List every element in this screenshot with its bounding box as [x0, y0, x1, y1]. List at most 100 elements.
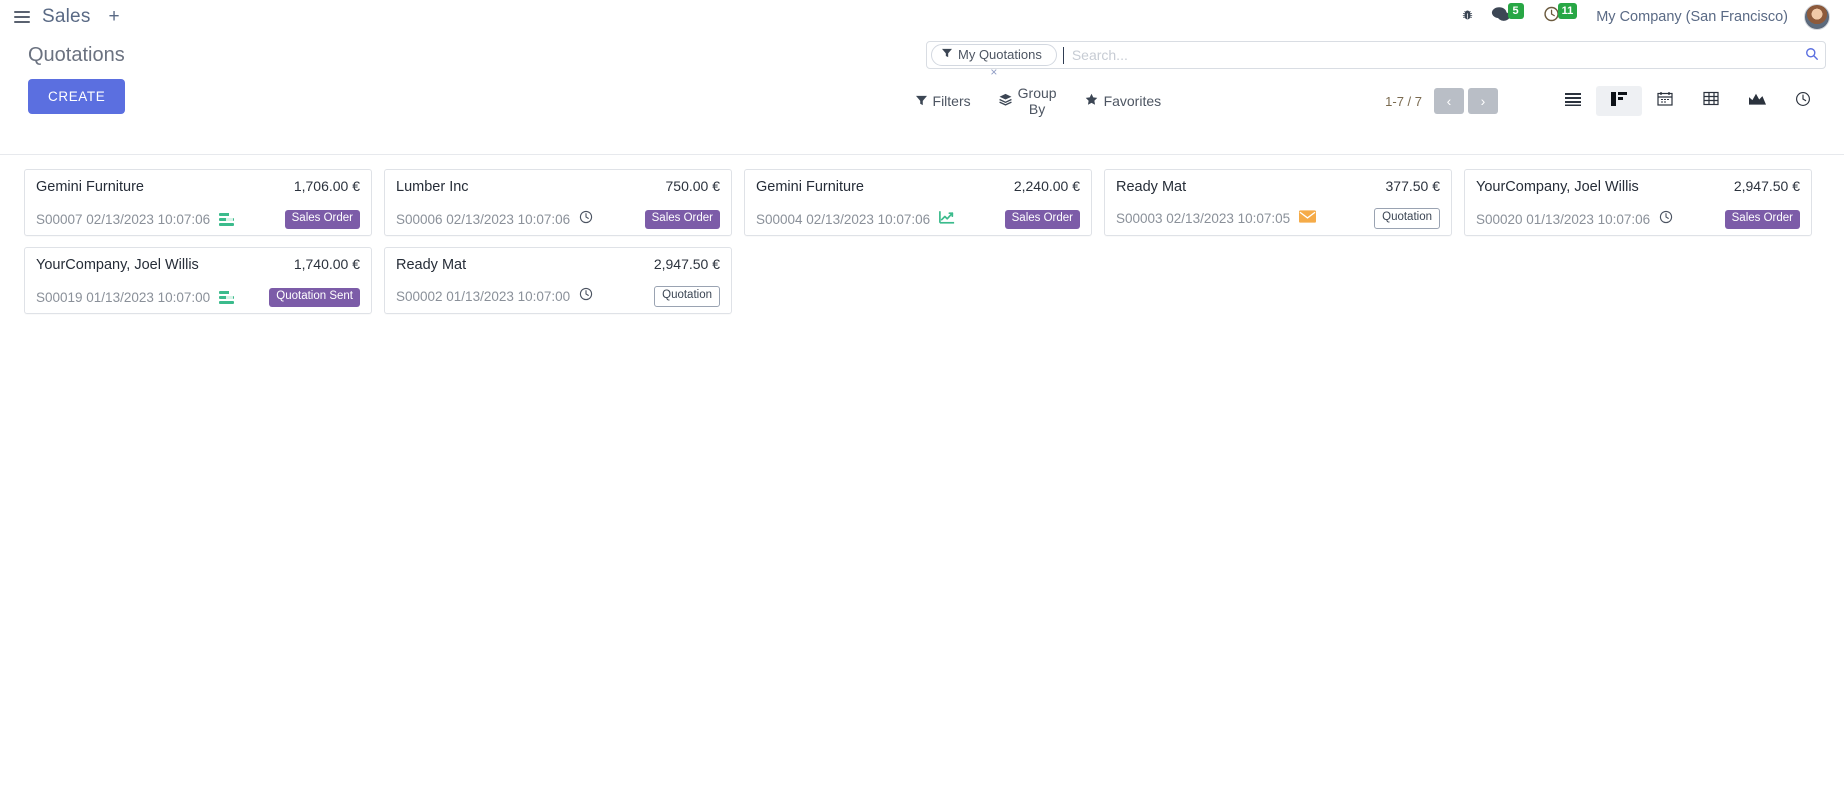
kanban-card-customer: YourCompany, Joel Willis: [36, 257, 199, 273]
page-title: Quotations: [28, 44, 125, 66]
kanban-card-reference: S00020 01/13/2023 10:07:06: [1476, 212, 1651, 227]
green-bars-icon: [219, 213, 235, 227]
messages-menu[interactable]: 5: [1491, 2, 1527, 28]
search-bar[interactable]: My Quotations ×: [926, 41, 1826, 79]
kanban-card-amount: 750.00 €: [665, 178, 721, 194]
messages-counter: 5: [1507, 2, 1524, 19]
calendar-icon: [1657, 91, 1673, 111]
orange-envelope-icon: [1299, 209, 1317, 228]
group-by-dropdown[interactable]: Group By: [985, 81, 1071, 121]
status-badge: Quotation Sent: [269, 288, 360, 307]
avatar[interactable]: [1804, 3, 1830, 30]
search-facet-my-quotations[interactable]: My Quotations ×: [931, 44, 1057, 79]
user-company-menu[interactable]: My Company (San Francisco): [1596, 8, 1788, 25]
kanban-card-customer: Ready Mat: [1116, 179, 1187, 195]
control-panel: Quotations CREATE My Quotations ×: [0, 33, 1844, 155]
kanban-card-reference: S00019 01/13/2023 10:07:00: [36, 290, 211, 306]
status-badge: Sales Order: [284, 210, 360, 229]
kanban-card[interactable]: Gemini Furniture 1,706.00 € S00007 02/13/2…: [24, 169, 372, 236]
kanban-card-header: Gemini Furniture 2,240.00 €: [756, 178, 1080, 195]
kanban-card-state-icon[interactable]: [579, 287, 593, 306]
view-button-graph[interactable]: [1734, 86, 1780, 116]
kanban-card[interactable]: Ready Mat 2,947.50 € S00002 01/13/2023 10:…: [384, 247, 732, 314]
app-brand-sales[interactable]: Sales: [42, 5, 91, 27]
green-line-chart-icon: [939, 210, 955, 229]
create-button[interactable]: CREATE: [28, 79, 126, 114]
kanban-card-amount: 377.50 €: [1385, 178, 1441, 194]
layers-icon: [998, 93, 1012, 109]
bug-icon[interactable]: [1460, 9, 1475, 24]
new-record-plus-icon[interactable]: +: [108, 6, 120, 27]
kanban-card-header: Lumber Inc 750.00 €: [396, 178, 720, 195]
kanban-card-state-icon[interactable]: [939, 210, 955, 229]
kanban-card-header: Ready Mat 2,947.50 €: [396, 256, 720, 273]
kanban-card[interactable]: Gemini Furniture 2,240.00 € S00004 02/13/2…: [744, 169, 1092, 236]
kanban-card-amount: 2,947.50 €: [653, 256, 720, 272]
status-badge: Sales Order: [644, 210, 720, 229]
view-button-activity[interactable]: [1780, 86, 1826, 116]
pager: 1-7 / 7 ‹ ›: [1385, 88, 1498, 114]
hamburger-icon[interactable]: [8, 4, 36, 30]
status-badge: Quotation: [654, 286, 720, 307]
kanban-card-header: YourCompany, Joel Willis 1,740.00 €: [36, 256, 360, 273]
kanban-card[interactable]: YourCompany, Joel Willis 2,947.50 € S00020…: [1464, 169, 1812, 236]
kanban-container: Gemini Furniture 1,706.00 € S00007 02/13/2…: [0, 155, 1844, 810]
kanban-card-amount: 1,740.00 €: [293, 256, 360, 272]
kanban-card-reference: S00006 02/13/2023 10:07:06: [396, 212, 571, 227]
group-by-label: Group By: [1017, 85, 1057, 117]
kanban-card-customer: Gemini Furniture: [36, 179, 144, 195]
kanban-card-reference: S00004 02/13/2023 10:07:06: [756, 212, 931, 227]
kanban-card[interactable]: YourCompany, Joel Willis 1,740.00 € S00019…: [24, 247, 372, 314]
kanban-card-footer: S00020 01/13/2023 10:07:06 Sales Order: [1476, 210, 1800, 229]
favorites-dropdown[interactable]: Favorites: [1071, 89, 1176, 113]
star-icon: [1085, 93, 1098, 109]
view-button-pivot[interactable]: [1688, 86, 1734, 116]
pager-range: 1-7 / 7: [1385, 93, 1422, 109]
kanban-card-state-icon[interactable]: [1299, 209, 1317, 228]
kanban-card-reference: S00007 02/13/2023 10:07:06: [36, 212, 211, 228]
pager-previous-button[interactable]: ‹: [1434, 88, 1464, 114]
status-badge: Sales Order: [1724, 210, 1800, 229]
filters-dropdown[interactable]: Filters: [902, 89, 985, 113]
clock-icon: [1795, 91, 1811, 112]
kanban-card-footer: S00007 02/13/2023 10:07:06 Sales Order: [36, 210, 360, 229]
kanban-card-amount: 2,240.00 €: [1013, 178, 1080, 194]
kanban-card[interactable]: Lumber Inc 750.00 € S00006 02/13/2023 10:0…: [384, 169, 732, 236]
kanban-card-footer: S00006 02/13/2023 10:07:06 Sales Order: [396, 210, 720, 229]
kanban-card-state-icon[interactable]: [1659, 210, 1673, 229]
kanban-card-customer: YourCompany, Joel Willis: [1476, 179, 1639, 195]
kanban-card-state-icon[interactable]: [219, 213, 235, 227]
kanban-card-header: YourCompany, Joel Willis 2,947.50 €: [1476, 178, 1800, 195]
pager-next-button[interactable]: ›: [1468, 88, 1498, 114]
kanban-card-footer: S00003 02/13/2023 10:07:05 Quotation: [1116, 208, 1440, 229]
search-facet-label: My Quotations: [958, 47, 1042, 62]
filter-icon: [942, 48, 952, 61]
kanban-card-state-icon[interactable]: [579, 210, 593, 229]
view-button-list[interactable]: [1550, 86, 1596, 116]
search-input[interactable]: [1062, 46, 1801, 64]
chevron-left-icon: ‹: [1446, 93, 1452, 109]
view-button-kanban[interactable]: [1596, 86, 1642, 116]
chat-bubble-icon: [1491, 6, 1511, 28]
green-bars-icon: [219, 291, 235, 305]
status-badge: Quotation: [1374, 208, 1440, 229]
filter-icon: [915, 93, 927, 109]
kanban-card-header: Gemini Furniture 1,706.00 €: [36, 178, 360, 195]
activities-menu[interactable]: 11: [1543, 2, 1581, 28]
top-navbar: Sales + 5 11: [0, 0, 1844, 33]
clock-icon: [579, 210, 593, 229]
magnifier-icon[interactable]: [1801, 47, 1819, 64]
chevron-right-icon: ›: [1480, 93, 1486, 109]
kanban-card-customer: Ready Mat: [396, 257, 467, 273]
kanban-card-customer: Lumber Inc: [396, 179, 469, 195]
kanban-card-reference: S00002 01/13/2023 10:07:00: [396, 289, 571, 305]
clock-icon: [1659, 210, 1673, 229]
view-button-calendar[interactable]: [1642, 86, 1688, 116]
remove-facet-icon[interactable]: ×: [990, 65, 998, 79]
kanban-card-state-icon[interactable]: [219, 291, 235, 305]
favorites-label: Favorites: [1103, 93, 1162, 109]
kanban-card-reference: S00003 02/13/2023 10:07:05: [1116, 211, 1291, 227]
kanban-card-footer: S00019 01/13/2023 10:07:00 Quotation Sent: [36, 288, 360, 307]
kanban-card[interactable]: Ready Mat 377.50 € S00003 02/13/2023 10:07…: [1104, 169, 1452, 236]
kanban-card-footer: S00004 02/13/2023 10:07:06 Sales Order: [756, 210, 1080, 229]
